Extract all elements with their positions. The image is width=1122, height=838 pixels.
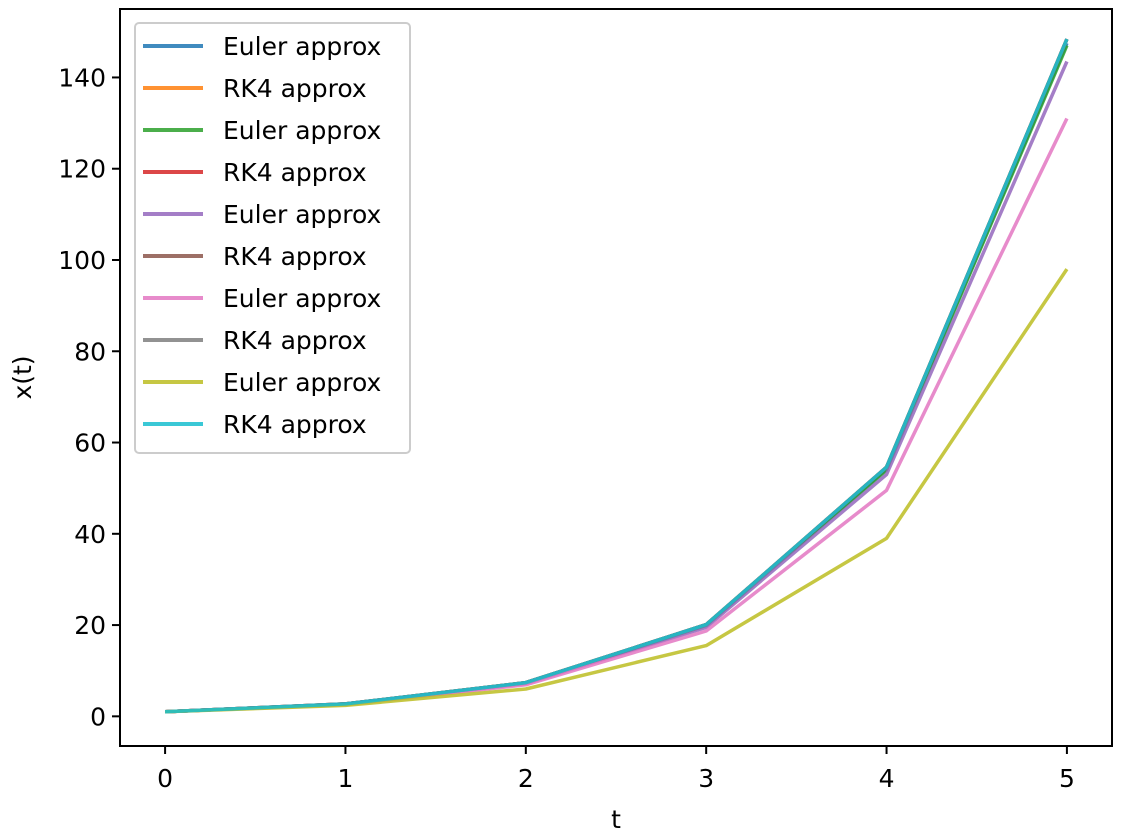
legend-label: Euler approx (223, 284, 381, 313)
legend-label: RK4 approx (223, 410, 367, 439)
y-tick-label: 100 (58, 246, 106, 275)
series-line-10 (165, 38, 1069, 714)
plot-frame (119, 8, 1113, 747)
legend-label: Euler approx (223, 368, 381, 397)
legend-label: RK4 approx (223, 74, 367, 103)
y-tick-label: 140 (58, 63, 106, 92)
x-tick-label: 4 (879, 764, 895, 793)
legend-label: Euler approx (223, 116, 381, 145)
x-tick-label: 2 (518, 764, 534, 793)
y-tick-label: 40 (74, 520, 106, 549)
legend-label: Euler approx (223, 200, 381, 229)
y-tick-label: 0 (90, 702, 106, 731)
legend-label: Euler approx (223, 32, 381, 61)
series-layer (165, 38, 1069, 714)
x-axis: 0 1 2 3 4 5 (157, 746, 1075, 793)
x-tick-label: 1 (338, 764, 354, 793)
y-tick-label: 80 (74, 337, 106, 366)
y-tick-label: 20 (74, 611, 106, 640)
x-tick-label: 3 (698, 764, 714, 793)
y-tick-label: 60 (74, 429, 106, 458)
y-axis-label: x(t) (8, 355, 37, 399)
y-tick-label: 120 (58, 155, 106, 184)
legend: Euler approx RK4 approx Euler approx RK4 ap… (134, 22, 411, 454)
y-axis: 0 20 40 60 80 100 120 140 (58, 63, 120, 731)
x-tick-label: 0 (157, 764, 173, 793)
x-axis-label: t (611, 805, 621, 834)
legend-label: RK4 approx (223, 326, 367, 355)
legend-label: RK4 approx (223, 158, 367, 187)
legend-box (134, 22, 411, 454)
legend-label: RK4 approx (223, 242, 367, 271)
x-tick-label: 5 (1059, 764, 1075, 793)
